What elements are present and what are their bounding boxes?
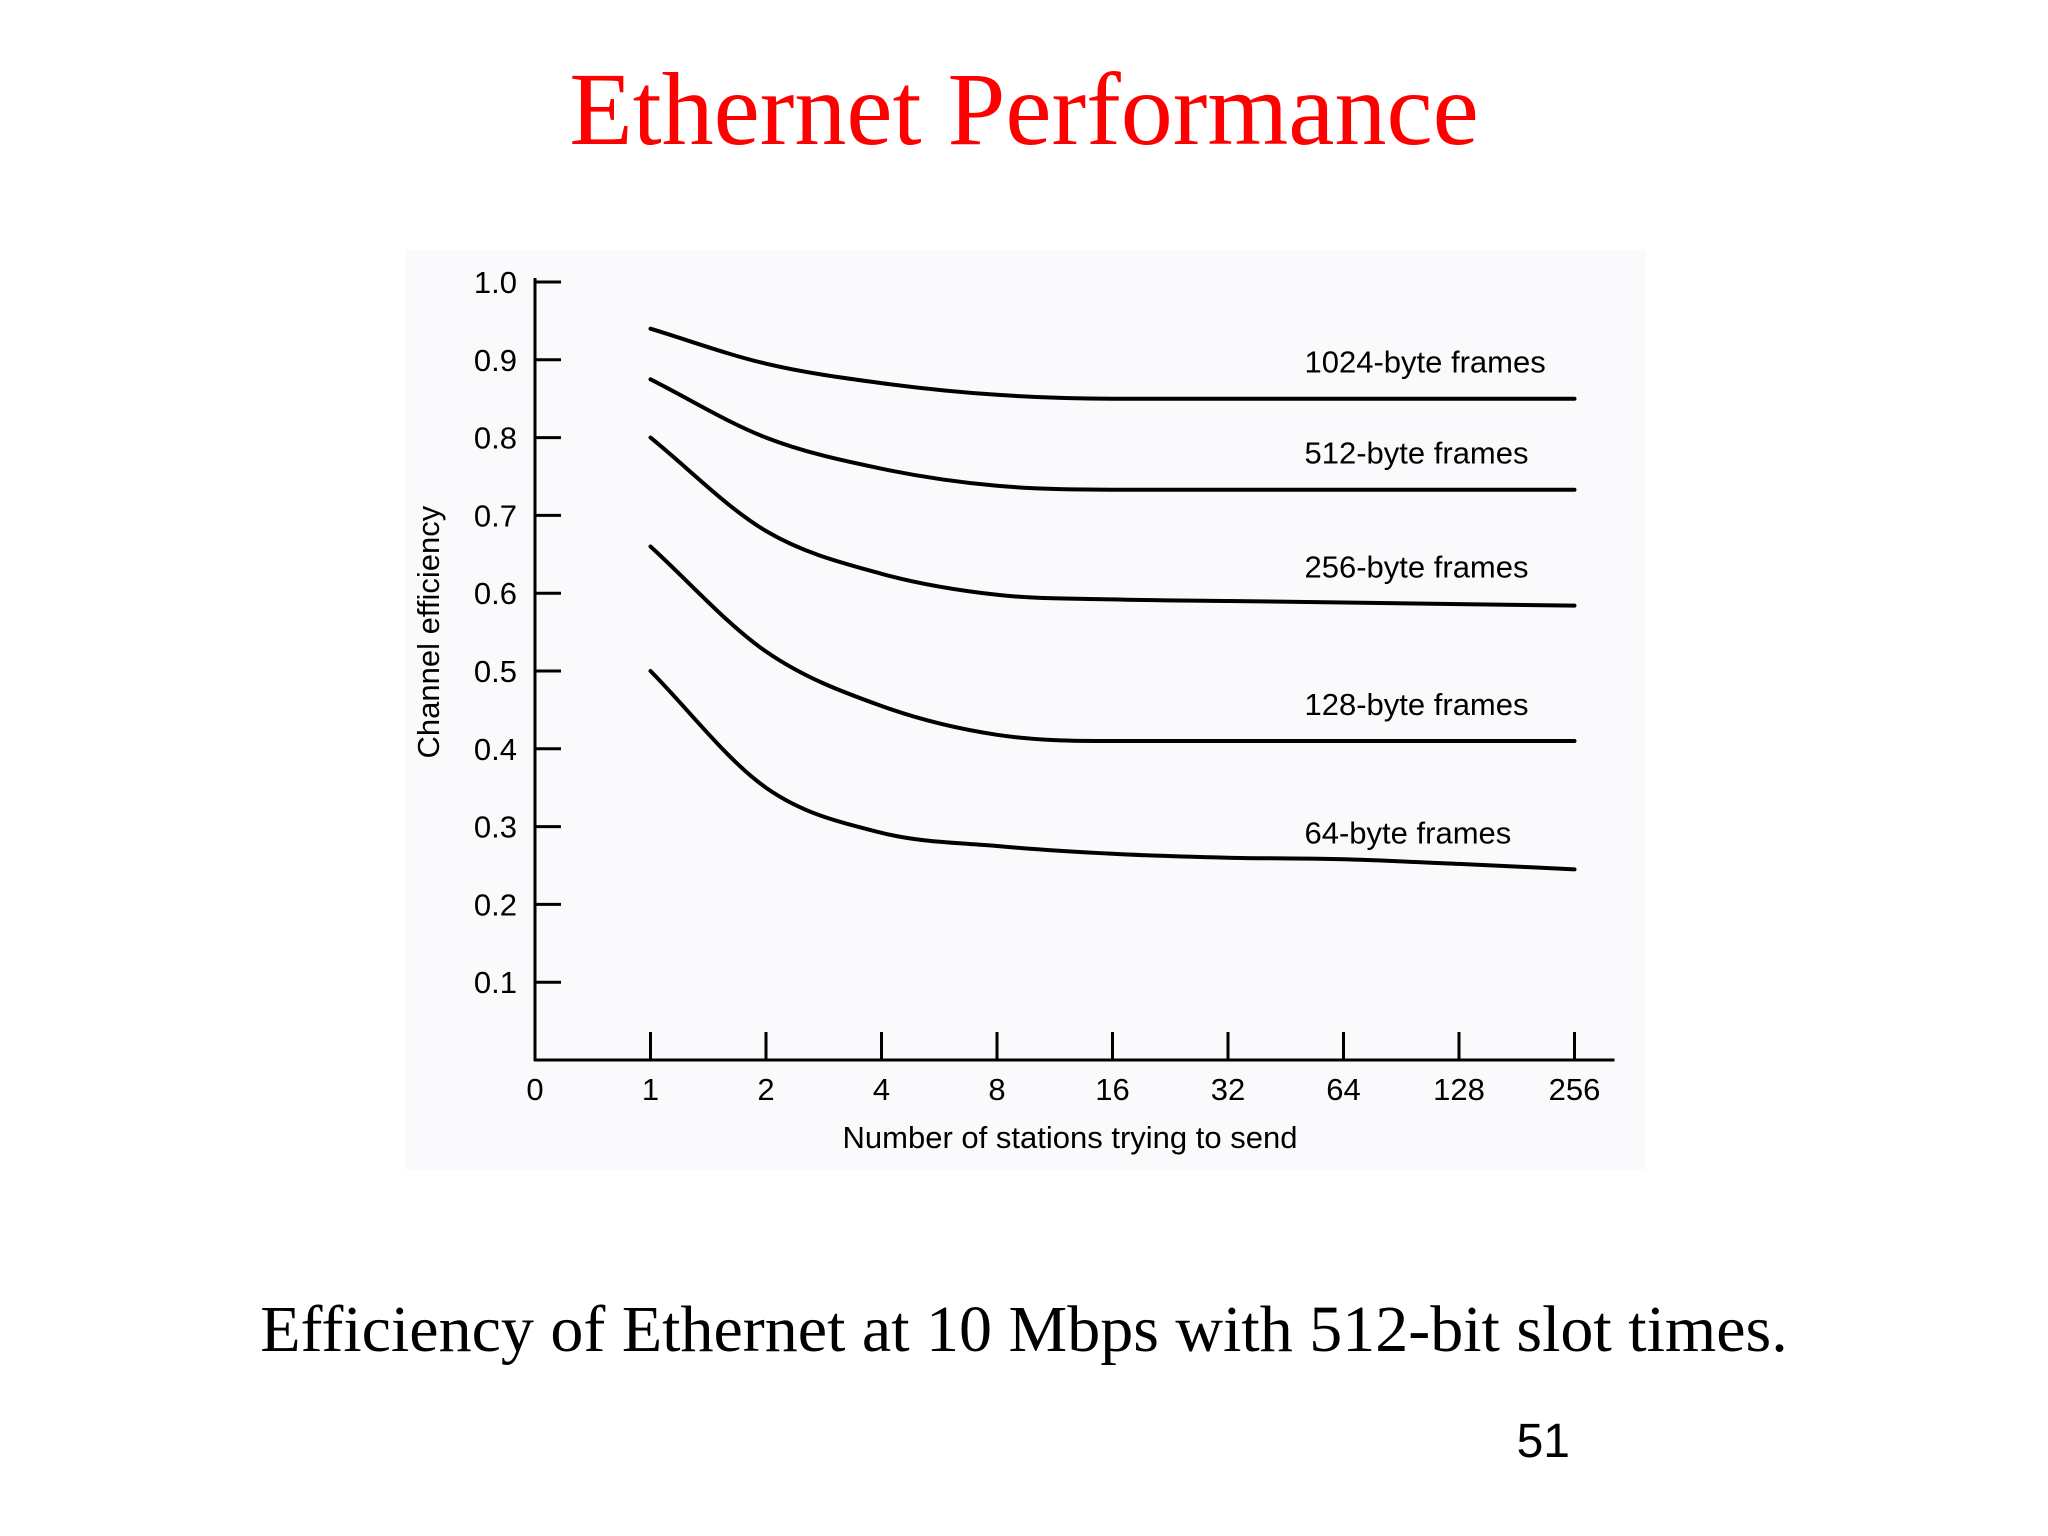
y-tick-label: 0.4 — [474, 732, 517, 767]
y-tick-label: 0.7 — [474, 498, 517, 533]
y-tick-label: 0.2 — [474, 887, 517, 922]
y-tick-label: 0.8 — [474, 421, 517, 456]
slide-caption: Efficiency of Ethernet at 10 Mbps with 5… — [260, 1293, 1788, 1366]
series-label: 128-byte frames — [1305, 687, 1529, 722]
x-axis-label: Number of stations trying to send — [843, 1120, 1298, 1155]
y-tick-label: 0.9 — [474, 343, 517, 378]
x-tick-label: 64 — [1326, 1072, 1360, 1107]
x-tick-label: 8 — [988, 1072, 1005, 1107]
y-tick-label: 1.0 — [474, 265, 517, 300]
series-line-128 — [648, 544, 1577, 743]
y-tick-label: 0.1 — [474, 965, 517, 1000]
y-tick-label: 0.5 — [474, 654, 517, 689]
series-label: 512-byte frames — [1305, 436, 1529, 471]
series-line-256 — [648, 435, 1577, 608]
x-tick-label: 16 — [1095, 1072, 1129, 1107]
y-tick-label: 0.6 — [474, 576, 517, 611]
series-line-1024 — [648, 326, 1577, 401]
series-label: 256-byte frames — [1305, 550, 1529, 585]
series-line-64 — [648, 669, 1577, 872]
chart-area: 0.1 0.2 0.3 0.4 0.5 0.6 0.7 0.8 0.9 1.0 0 1 2 4 8 16 32 6… — [405, 250, 1645, 1170]
efficiency-chart: 0.1 0.2 0.3 0.4 0.5 0.6 0.7 0.8 0.9 1.0 0 1 2 4 8 16 32 6… — [411, 265, 1615, 1155]
slide-title: Ethernet Performance — [569, 52, 1479, 167]
x-tick-label: 4 — [873, 1072, 890, 1107]
x-tick-label: 32 — [1211, 1072, 1245, 1107]
y-axis-label: Channel efficiency — [411, 505, 446, 758]
page-number: 51 — [1516, 1415, 1570, 1468]
x-tick-label: 128 — [1433, 1072, 1485, 1107]
x-tick-label: 2 — [757, 1072, 774, 1107]
x-tick-label: 256 — [1549, 1072, 1601, 1107]
x-tick-label: 1 — [642, 1072, 659, 1107]
series-label: 1024-byte frames — [1305, 345, 1546, 380]
series-line-512 — [648, 377, 1577, 492]
y-tick-label: 0.3 — [474, 810, 517, 845]
x-tick-label: 0 — [526, 1072, 543, 1107]
series-label: 64-byte frames — [1305, 815, 1512, 850]
